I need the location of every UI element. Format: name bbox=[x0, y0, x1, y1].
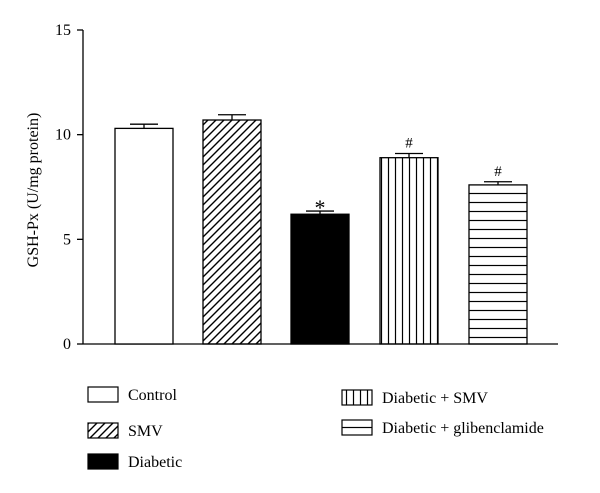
legend-swatch bbox=[87, 422, 119, 439]
bar bbox=[114, 127, 174, 345]
significance-mark: * bbox=[315, 195, 326, 220]
legend-item: Diabetic + SMV bbox=[341, 389, 488, 407]
y-tick-label: 15 bbox=[55, 22, 71, 39]
bar bbox=[202, 119, 262, 345]
bar-group: # bbox=[468, 164, 528, 345]
legend-label: Diabetic bbox=[128, 454, 182, 471]
bar-group bbox=[114, 123, 174, 345]
legend: Control SMV Diabetic Diabetic + SMV Diabetic… bbox=[87, 386, 544, 471]
legend-swatch bbox=[341, 419, 373, 436]
bar bbox=[290, 213, 350, 345]
significance-mark: # bbox=[405, 136, 413, 152]
legend-swatch bbox=[87, 453, 119, 470]
legend-label: SMV bbox=[128, 423, 163, 440]
y-tick-label: 0 bbox=[63, 336, 71, 353]
bar bbox=[468, 184, 528, 345]
bars: * # # bbox=[114, 114, 528, 345]
legend-label: Diabetic + glibenclamide bbox=[382, 420, 544, 437]
bar-group: # bbox=[379, 136, 439, 345]
legend-label: Diabetic + SMV bbox=[382, 390, 488, 407]
legend-item: Diabetic bbox=[87, 453, 182, 471]
legend-item: Control bbox=[87, 386, 177, 404]
significance-mark: # bbox=[494, 164, 502, 180]
y-tick-label: 10 bbox=[55, 127, 71, 144]
legend-swatch bbox=[341, 389, 373, 406]
bar-group: * bbox=[290, 195, 350, 345]
y-axis-title: GSH-Px (U/mg protein) bbox=[25, 113, 42, 268]
legend-item: Diabetic + glibenclamide bbox=[341, 419, 544, 437]
bar bbox=[379, 157, 439, 345]
legend-item: SMV bbox=[87, 422, 163, 440]
legend-label: Control bbox=[128, 387, 177, 404]
bar-group bbox=[202, 114, 262, 345]
y-tick-label: 5 bbox=[63, 231, 71, 248]
legend-swatch bbox=[87, 386, 119, 403]
